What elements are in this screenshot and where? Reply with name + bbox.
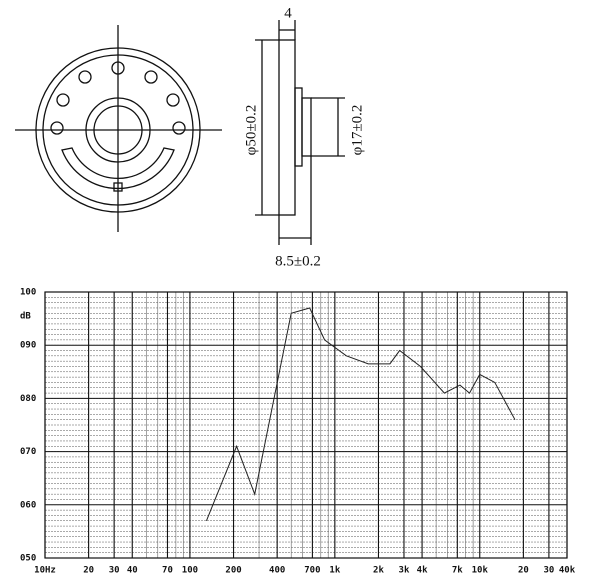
x-tick-label: 4k bbox=[417, 566, 428, 576]
y-unit: dB bbox=[20, 312, 31, 322]
x-tick-label: 2k bbox=[373, 566, 384, 576]
x-tick-label: 200 bbox=[225, 566, 241, 576]
y-tick-label: 090 bbox=[20, 341, 36, 351]
x-tick-label: 20 bbox=[83, 566, 94, 576]
x-tick-label: 70 bbox=[162, 566, 173, 576]
dimension: 8.5±0.2 bbox=[275, 253, 321, 269]
y-tick-label: 080 bbox=[20, 394, 36, 404]
dimension: φ50±0.2 bbox=[243, 105, 259, 156]
x-tick-label: 30 bbox=[109, 566, 120, 576]
x-tick-label: 20 bbox=[518, 566, 529, 576]
y-tick-label: 060 bbox=[20, 500, 36, 510]
x-tick-label: 40 bbox=[127, 566, 138, 576]
x-tick-label: 10Hz bbox=[34, 566, 56, 576]
x-tick-label: 7k bbox=[452, 566, 463, 576]
x-tick-label: 40k bbox=[559, 566, 576, 576]
chart: 100 090 080 070 060 050 dB 10Hz 20 30 40 70 100 200 40… bbox=[20, 288, 576, 576]
speaker-drawing: 4 φ50±0.2 φ17±0.2 8.5±0.2 bbox=[15, 5, 365, 269]
x-tick-label: 100 bbox=[182, 566, 198, 576]
y-tick-label: 100 bbox=[20, 288, 36, 298]
dimension: φ17±0.2 bbox=[349, 105, 365, 156]
x-tick-label: 1k bbox=[329, 566, 340, 576]
x-tick-label: 10k bbox=[472, 566, 489, 576]
dimension: 4 bbox=[284, 5, 292, 21]
x-tick-label: 3k bbox=[399, 566, 410, 576]
y-tick-label: 070 bbox=[20, 447, 36, 457]
y-tick-label: 050 bbox=[20, 554, 36, 564]
x-tick-label: 30 bbox=[543, 566, 554, 576]
x-tick-label: 700 bbox=[304, 566, 320, 576]
response-line bbox=[205, 307, 516, 521]
x-tick-label: 400 bbox=[269, 566, 285, 576]
